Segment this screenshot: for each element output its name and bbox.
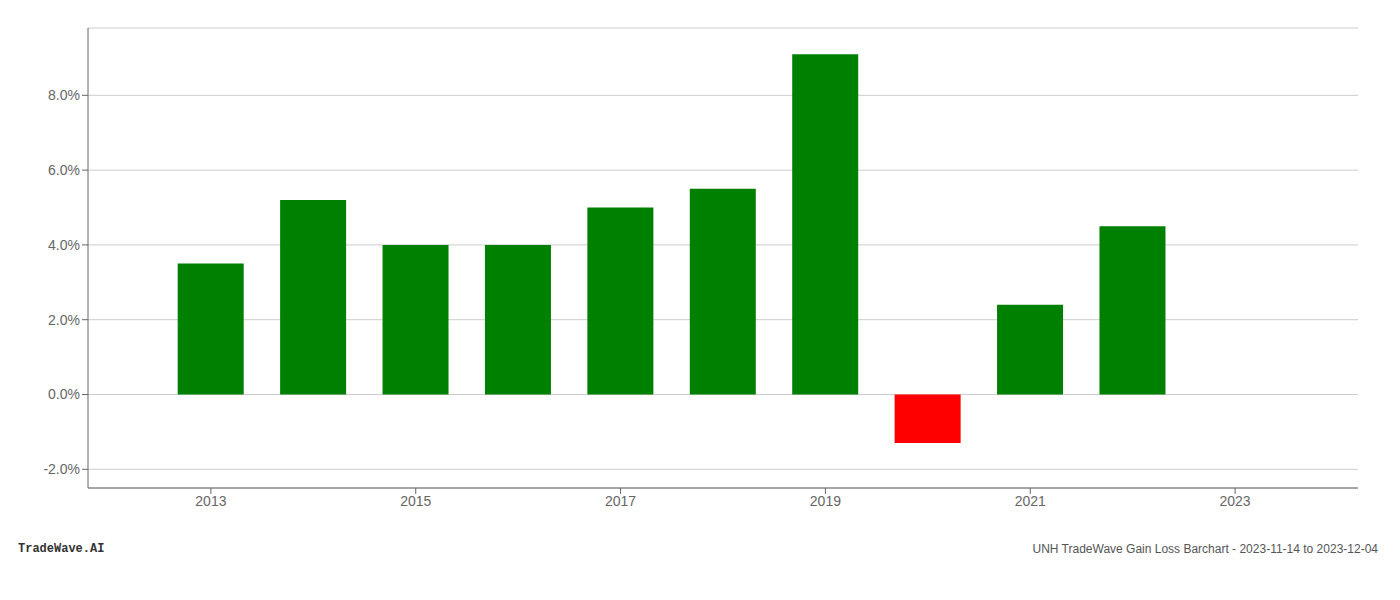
svg-text:-2.0%: -2.0% xyxy=(43,461,80,477)
svg-text:8.0%: 8.0% xyxy=(48,87,80,103)
svg-text:2021: 2021 xyxy=(1015,493,1046,509)
svg-text:2019: 2019 xyxy=(810,493,841,509)
svg-text:2017: 2017 xyxy=(605,493,636,509)
svg-text:2015: 2015 xyxy=(400,493,431,509)
svg-text:6.0%: 6.0% xyxy=(48,162,80,178)
svg-text:4.0%: 4.0% xyxy=(48,237,80,253)
svg-text:2013: 2013 xyxy=(195,493,226,509)
html-text:UNH TradeWave Gain Loss Barcha: UNH TradeWave Gain Loss Barchart - 2023-… xyxy=(1032,542,1378,556)
svg-text:0.0%: 0.0% xyxy=(48,386,80,402)
svg-text:2.0%: 2.0% xyxy=(48,312,80,328)
svg-text:2023: 2023 xyxy=(1220,493,1251,509)
html-text:TradeWave.AI: TradeWave.AI xyxy=(18,542,105,556)
